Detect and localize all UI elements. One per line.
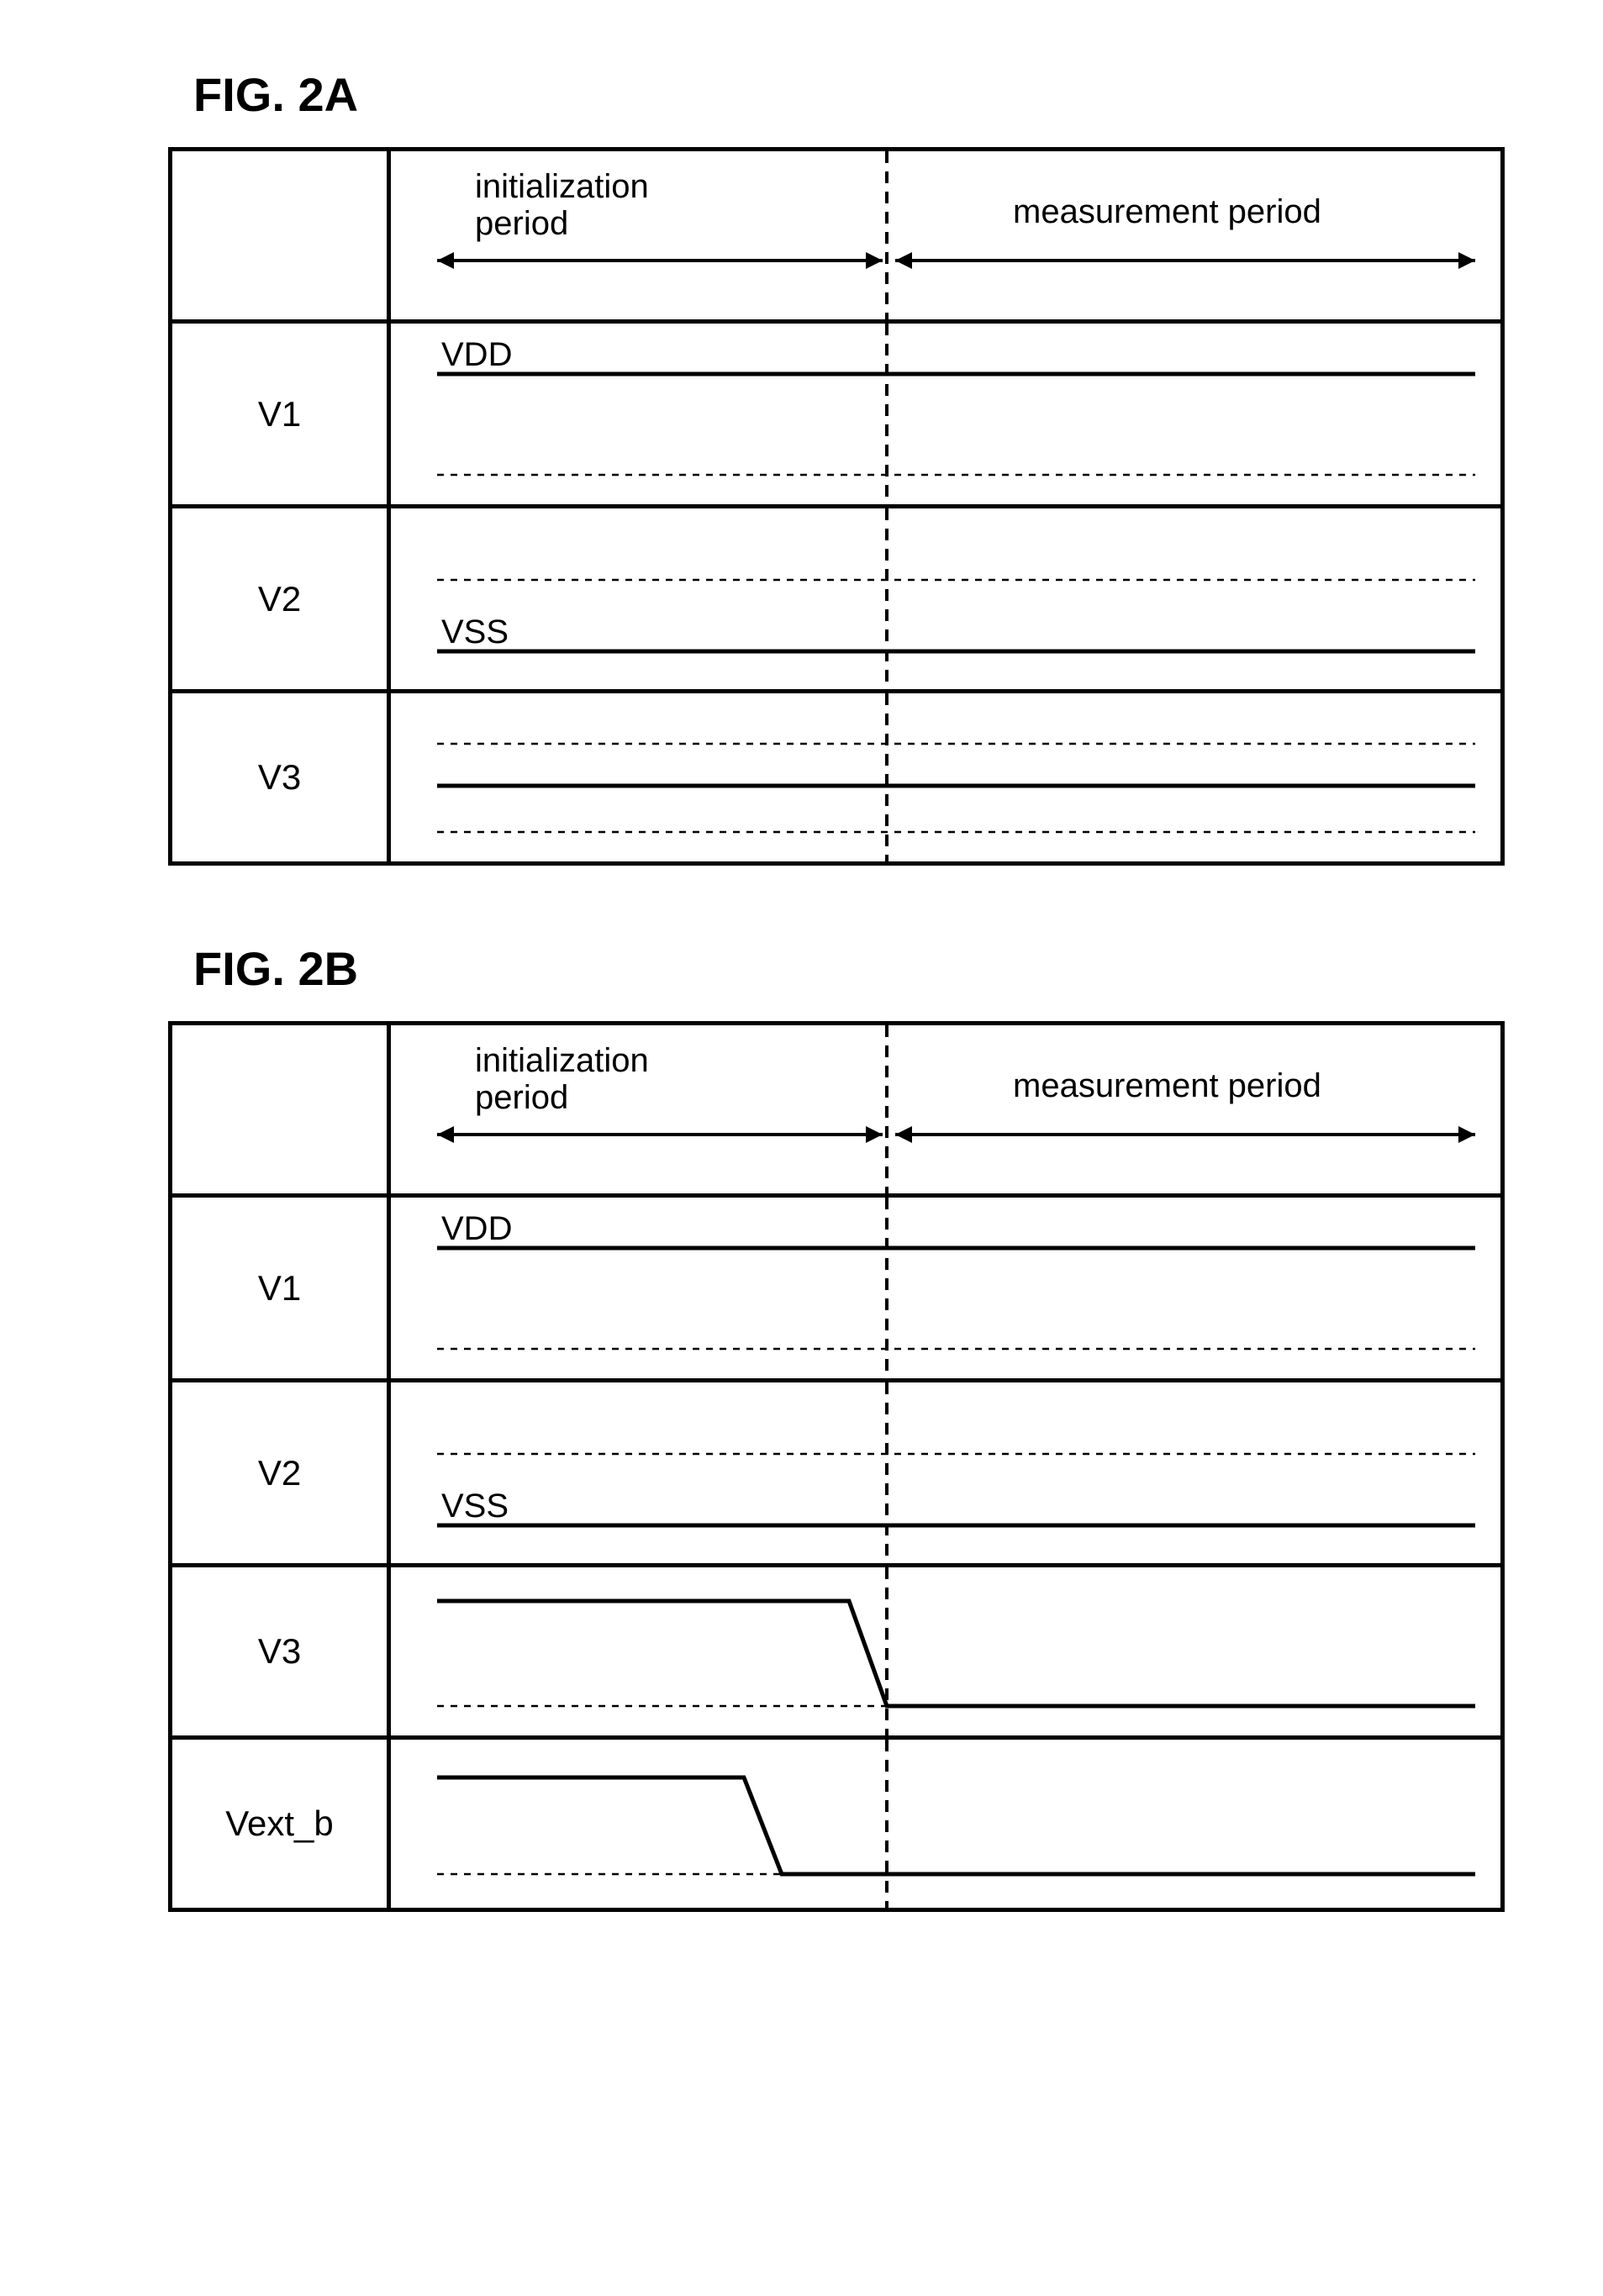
row-label-v3-b: V3	[172, 1567, 391, 1735]
meas-period-label-b: measurement period	[1013, 1067, 1321, 1104]
init-period-label-b: initialization period	[475, 1042, 649, 1116]
signal-cell-v3-b	[391, 1567, 1500, 1735]
row-label-v1-a: V1	[172, 324, 391, 504]
row-label-v1-b: V1	[172, 1198, 391, 1378]
vdd-text-a: VDD	[441, 336, 512, 373]
row-v3-a: V3	[172, 693, 1500, 861]
row-v2-a: V2 VSS	[172, 508, 1500, 693]
row-vextb-b: Vext_b	[172, 1740, 1500, 1908]
row-label-vextb-b: Vext_b	[172, 1740, 391, 1908]
header-label-cell-a	[172, 151, 391, 319]
header-label-cell-b	[172, 1025, 391, 1193]
row-label-v2-a: V2	[172, 508, 391, 689]
figure-2b-label: FIG. 2B	[193, 941, 1553, 996]
figure-2b: FIG. 2B initialization period	[168, 941, 1553, 1912]
figure-2a: FIG. 2A	[168, 67, 1553, 866]
figure-2a-label: FIG. 2A	[193, 67, 1553, 122]
row-v1-b: V1 VDD	[172, 1198, 1500, 1382]
header-signal-cell-b: initialization period measurement period	[391, 1025, 1500, 1193]
signal-cell-v2-b: VSS	[391, 1382, 1500, 1563]
signal-svg-v1-b: VDD	[391, 1198, 1500, 1378]
signal-svg-v1-a: VDD	[391, 324, 1500, 504]
row-v3-b: V3	[172, 1567, 1500, 1740]
meas-period-label-a: measurement period	[1013, 193, 1321, 230]
row-v1-a: V1 VDD	[172, 324, 1500, 508]
signal-cell-v1-a: VDD	[391, 324, 1500, 504]
vdd-text-b: VDD	[441, 1210, 512, 1247]
init-period-label-a: initialization period	[475, 168, 649, 242]
vss-text-a: VSS	[441, 613, 509, 650]
signal-svg-v2-b: VSS	[391, 1382, 1500, 1563]
signal-svg-vextb-b	[391, 1740, 1500, 1908]
signal-cell-v2-a: VSS	[391, 508, 1500, 689]
vss-text-b: VSS	[441, 1488, 509, 1525]
signal-svg-v3-a	[391, 693, 1500, 861]
row-label-v2-b: V2	[172, 1382, 391, 1563]
header-signal-cell-a: initialization period measurement period	[391, 151, 1500, 319]
header-row-b: initialization period measurement period	[172, 1025, 1500, 1198]
timing-table-b: initialization period measurement period…	[168, 1021, 1505, 1912]
signal-cell-v1-b: VDD	[391, 1198, 1500, 1378]
row-label-v3-a: V3	[172, 693, 391, 861]
header-row-a: initialization period measurement period	[172, 151, 1500, 324]
timing-table-a: initialization period measurement period…	[168, 147, 1505, 866]
signal-svg-v3-b	[391, 1567, 1500, 1735]
signal-cell-v3-a	[391, 693, 1500, 861]
signal-cell-vextb-b	[391, 1740, 1500, 1908]
row-v2-b: V2 VSS	[172, 1382, 1500, 1567]
signal-svg-v2-a: VSS	[391, 508, 1500, 689]
